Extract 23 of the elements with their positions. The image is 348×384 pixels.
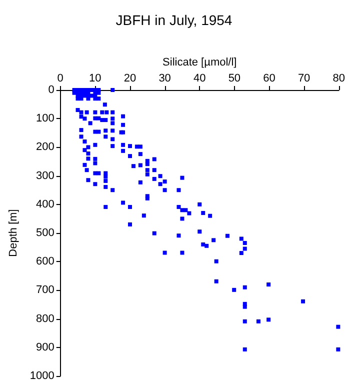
x-tick-label: 50 [228, 72, 241, 84]
y-tick-label: 0 [48, 84, 54, 96]
y-tick-label: 900 [36, 341, 54, 354]
y-axis-title: Depth [m] [8, 209, 20, 257]
y-tick-label: 800 [36, 312, 54, 325]
x-axis-title: Silicate [µmol/l] [162, 56, 237, 68]
y-tick-label: 600 [36, 256, 54, 268]
y-tick-label: 1000 [30, 370, 54, 382]
y-tick-label: 400 [36, 198, 54, 210]
x-tick-label: 30 [158, 72, 171, 84]
x-tick-label: 80 [332, 72, 346, 84]
x-tick-label: 20 [124, 72, 136, 84]
y-tick-label: 700 [36, 284, 54, 296]
x-tick-label: 60 [263, 72, 276, 84]
x-tick-label: 40 [194, 72, 206, 84]
y-tick-label: 100 [36, 112, 54, 125]
x-tick-label: 0 [57, 72, 64, 84]
x-tick-label: 70 [298, 72, 310, 84]
y-tick-label: 300 [36, 170, 54, 182]
y-tick-label: 500 [36, 227, 54, 239]
y-tick-label: 200 [36, 141, 54, 154]
chart-title: JBFH in July, 1954 [116, 12, 232, 28]
x-tick-label: 10 [89, 72, 102, 84]
